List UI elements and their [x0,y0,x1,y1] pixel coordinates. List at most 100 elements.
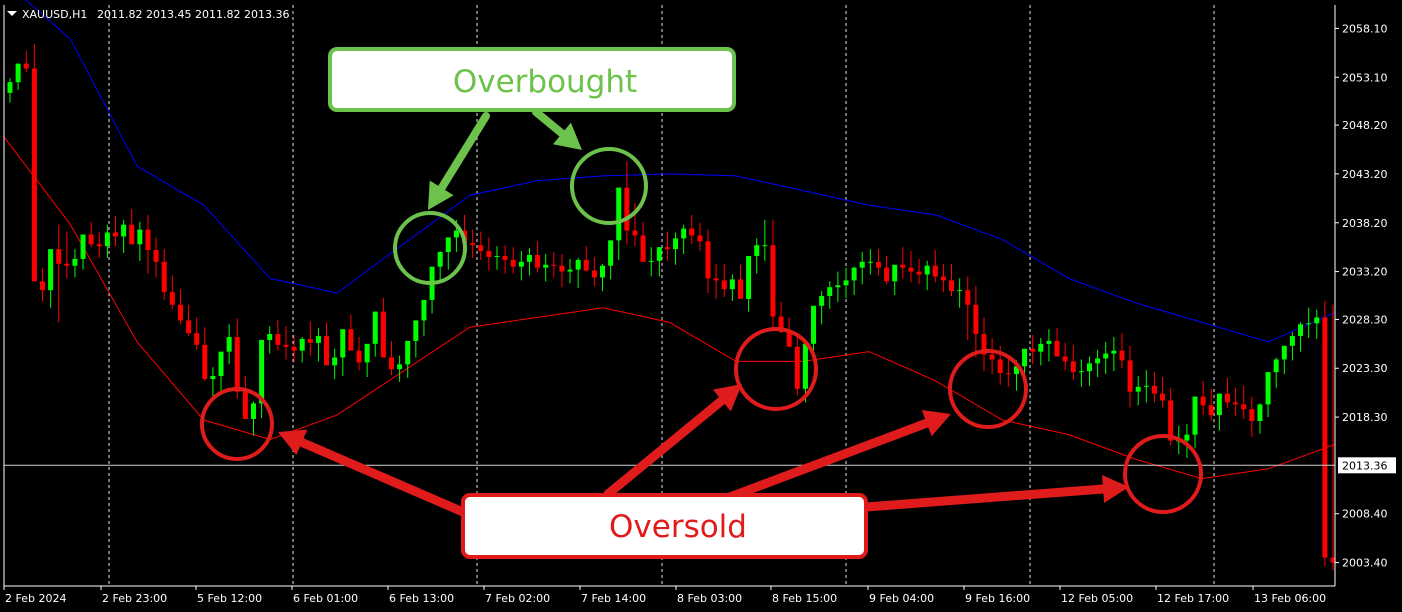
candle [275,320,281,351]
candle [1078,359,1084,387]
candle [340,329,346,377]
candle-body [908,267,914,272]
candle [551,252,557,278]
candle-body [388,357,394,370]
x-tick-label: 8 Feb 15:00 [772,592,837,605]
candle-body [697,235,703,242]
candle-body [421,299,427,321]
candle-body [656,247,662,261]
candle [794,334,800,396]
candle-body [121,224,127,237]
candle [250,401,256,436]
arrow-shaft [437,112,490,192]
symbol-label: XAUUSD,H1 [22,8,87,21]
candle [1273,357,1279,388]
annotations [200,108,1203,517]
candle [908,251,914,283]
candle-body [275,334,281,345]
candle-body [1192,396,1198,435]
candle-body [762,245,768,247]
oversold-circle [200,387,274,461]
candle-body [1257,404,1263,421]
candle-body [1054,340,1060,357]
candle [737,264,743,299]
candle [989,337,995,375]
candle [1184,423,1190,459]
candle-body [957,290,963,292]
candle-body [283,344,289,347]
candle-body [729,279,735,290]
candle-body [1095,358,1101,364]
candle-body [1330,557,1336,563]
candle [356,337,362,371]
candle [762,219,768,261]
candle-body [39,281,45,291]
arrow-head [921,410,951,437]
arrow-head [428,180,454,210]
candle [965,276,971,340]
oversold-label: Oversold [609,509,747,545]
candle-body [1241,404,1247,410]
candle [39,268,45,302]
candle-body [169,292,175,305]
candle [145,214,151,274]
candle [940,263,946,293]
y-tick-label: 2018.30 [1342,411,1388,424]
candle [567,258,573,284]
candle [575,257,581,289]
candle [315,328,321,362]
x-tick-label: 13 Feb 06:00 [1254,592,1326,605]
candle [177,289,183,325]
candle-body [242,391,248,420]
candle-body [348,329,354,351]
candle-body [1200,396,1206,406]
candle-body [356,350,362,363]
candle-body [794,346,800,389]
candle-body [1216,393,1222,416]
candle [1298,322,1304,352]
candle-body [989,354,995,360]
candle [543,254,549,282]
candle [169,275,175,309]
overbought-callout: Overbought [328,47,736,112]
candle-body [591,270,597,278]
candle [681,224,687,254]
oversold-arrow [278,429,468,517]
candle [729,274,735,301]
candle [405,340,411,379]
candle-body [56,249,62,264]
oversold-arrow [603,384,742,499]
candle-body [486,251,492,257]
dropdown-triangle-icon[interactable] [7,11,17,16]
candle [656,247,662,277]
y-tick-label: 2043.20 [1342,168,1388,181]
candle-body [291,346,297,351]
x-tick-label: 2 Feb 23:00 [102,592,167,605]
candle-body [1151,385,1157,394]
upper-band-line [25,0,1336,343]
candle-body [681,228,687,239]
candle-body [705,241,711,279]
x-tick-label: 6 Feb 13:00 [389,592,454,605]
x-tick-label: 6 Feb 01:00 [293,592,358,605]
candle [1095,349,1101,378]
candle-body [177,304,183,321]
candle-body [1273,359,1279,373]
candle [900,247,906,279]
candle-body [1160,393,1166,401]
candle-body [819,295,825,306]
candle-body [648,260,654,262]
candle-body [689,228,695,236]
overbought-arrow [428,112,490,210]
candle-body [113,232,119,237]
candle-body [1168,400,1174,441]
candle-body [1184,434,1190,441]
candle [1119,333,1125,369]
y-tick-label: 2028.30 [1342,313,1388,326]
candle-body [1038,343,1044,352]
candle [827,281,833,309]
candle-body [640,235,646,262]
candle-body [827,287,833,296]
y-tick-label: 2003.40 [1342,557,1388,570]
